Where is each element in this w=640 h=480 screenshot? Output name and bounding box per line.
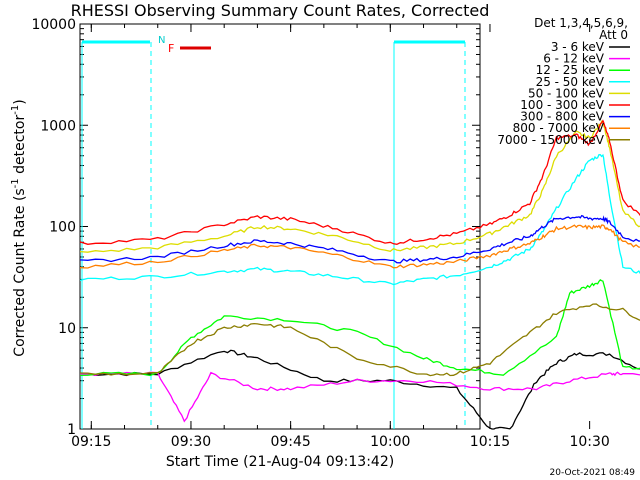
- y-tick-label: 10: [58, 321, 76, 337]
- series-line-2: [79, 279, 640, 377]
- series-line-0: [79, 349, 640, 430]
- legend-label: 100 - 300 keV: [520, 98, 604, 112]
- series-line-6: [79, 214, 640, 264]
- series-line-5: [79, 119, 640, 245]
- n-label: N: [158, 35, 165, 46]
- chart-title: RHESSI Observing Summary Count Rates, Co…: [71, 1, 490, 20]
- legend-label: 12 - 25 keV: [536, 63, 605, 77]
- y-axis-label-sup1: -1: [10, 178, 21, 188]
- f-label: F: [168, 42, 174, 55]
- series-line-3: [79, 153, 640, 286]
- timestamp: 20-Oct-2021 08:49: [550, 468, 636, 478]
- y-axis-label-end: ): [12, 99, 28, 104]
- y-axis-label-mid: detector: [12, 115, 28, 179]
- series-layer: [79, 119, 640, 430]
- y-tick-label: 10000: [31, 17, 76, 33]
- legend-label: 3 - 6 keV: [551, 40, 605, 54]
- legend-label: 6 - 12 keV: [543, 52, 605, 66]
- x-tick-label: 10:30: [569, 434, 609, 450]
- y-axis-label-main: Corrected Count Rate (s: [12, 188, 28, 356]
- status-markers: NF: [81, 35, 466, 429]
- x-tick-label: 09:30: [171, 434, 211, 450]
- series-line-8: [79, 303, 640, 377]
- legend-label: 300 - 800 keV: [520, 110, 604, 124]
- legend-label: 25 - 50 keV: [536, 75, 605, 89]
- x-tick-label: 09:15: [71, 434, 111, 450]
- legend-header-line1: Det 1,3,4,5,6,9,: [534, 16, 628, 30]
- x-tick-label: 09:45: [270, 434, 310, 450]
- y-tick-label: 100: [49, 220, 76, 236]
- x-tick-label: 10:15: [470, 434, 510, 450]
- x-tick-label: 10:00: [370, 434, 410, 450]
- y-axis: 1 10 100 1000 10000: [31, 17, 480, 438]
- series-line-1: [79, 371, 640, 423]
- legend-label: 50 - 100 keV: [528, 86, 605, 100]
- y-axis-label: Corrected Count Rate (s-1 detector-1): [10, 99, 28, 356]
- y-tick-label: 1000: [40, 118, 76, 134]
- legend-label: 800 - 7000 keV: [513, 121, 605, 135]
- x-axis-label: Start Time (21-Aug-04 09:13:42): [166, 454, 394, 470]
- y-tick-label: 1: [67, 422, 76, 438]
- legend-header-line2: Att 0: [599, 28, 628, 42]
- series-line-7: [79, 224, 640, 269]
- legend-label: 7000 - 15000 keV: [497, 133, 604, 147]
- y-axis-label-sup2: -1: [10, 105, 21, 115]
- series-line-4: [79, 120, 640, 253]
